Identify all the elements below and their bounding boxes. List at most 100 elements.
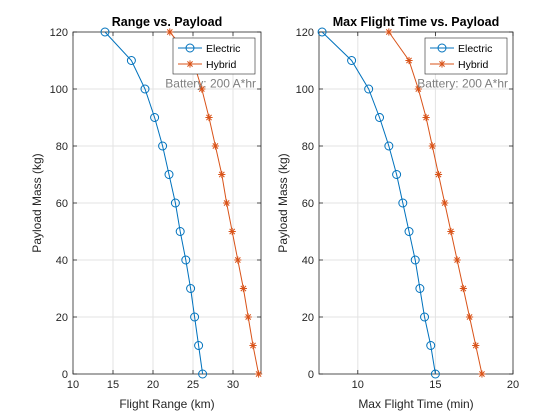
x-tick-label: 20: [507, 379, 519, 391]
data-point-asterisk: [472, 341, 480, 350]
y-axis-label: Payload Mass (kg): [30, 153, 44, 252]
data-point-circle: [410, 255, 420, 265]
legend-box: [424, 37, 508, 75]
chart-title: Range vs. Payload: [112, 15, 222, 29]
y-tick-label: 0: [308, 369, 314, 381]
data-point-asterisk: [385, 28, 393, 36]
battery-annotation: Battery: 200 A*hr: [165, 76, 256, 90]
data-point-circle: [347, 56, 357, 65]
data-point-asterisk: [244, 313, 252, 321]
chart-title: Max Flight Time vs. Payload: [333, 15, 500, 29]
data-point-circle: [140, 84, 150, 94]
legend-box: [172, 37, 256, 75]
data-point-asterisk: [234, 256, 242, 264]
data-point-circle: [426, 341, 436, 350]
data-point-circle: [181, 255, 191, 265]
data-point-asterisk: [239, 284, 247, 293]
legend-entry-electric: Electric: [178, 43, 240, 55]
data-point-asterisk: [453, 256, 461, 264]
data-point-circle: [158, 141, 168, 151]
legend-label: Hybrid: [206, 59, 237, 71]
y-tick-label: 80: [56, 141, 68, 153]
chart-panel-2: 10 15 20 0 20 40 60 80 100 120 Max Flight Time vs.…: [276, 15, 519, 411]
x-axis-label: Flight Range (km): [119, 397, 214, 411]
y-tick-label: 40: [56, 255, 68, 267]
data-point-asterisk: [223, 199, 231, 207]
y-tick-label: 60: [56, 198, 68, 210]
data-point-circle: [375, 113, 385, 122]
y-tick-label: 40: [302, 255, 314, 267]
data-point-asterisk: [441, 199, 449, 207]
y-tick-label: 100: [50, 84, 68, 96]
x-axis-label: Max Flight Time (min): [358, 397, 473, 411]
series-hybrid: [385, 28, 486, 378]
chart-panel-1: 10 15 20 25 30 0 20 40 60 80 100 120 Range vs. Paylo…: [30, 15, 263, 411]
x-tick-label: 30: [227, 379, 239, 391]
data-point-circle: [430, 369, 440, 379]
battery-annotation: Battery: 200 A*hr: [417, 76, 508, 90]
x-tick-label: 10: [67, 379, 79, 391]
legend-entry-hybrid: Hybrid: [178, 59, 237, 71]
y-tick-label: 120: [50, 27, 68, 39]
data-point-asterisk: [205, 113, 213, 122]
x-tick-label: 20: [147, 379, 159, 391]
data-point-asterisk: [459, 284, 467, 293]
legend: Electric Hybrid: [424, 37, 508, 75]
data-point-circle: [100, 27, 110, 37]
series-line: [321, 31, 436, 375]
data-point-circle: [175, 227, 185, 236]
data-point-asterisk: [478, 370, 486, 378]
series-electric: [100, 27, 208, 379]
data-point-asterisk: [414, 85, 422, 93]
data-point-asterisk: [166, 28, 174, 36]
data-point-circle: [437, 43, 447, 53]
series-electric: [317, 27, 440, 379]
x-tick-label: 10: [352, 379, 364, 391]
x-tick-label: 15: [107, 379, 119, 391]
series-line: [104, 31, 204, 375]
y-tick-label: 100: [296, 84, 314, 96]
data-point-asterisk: [218, 170, 226, 179]
y-axis-label: Payload Mass (kg): [276, 153, 290, 252]
legend-label: Electric: [458, 43, 492, 55]
data-point-circle: [398, 198, 408, 208]
data-point-circle: [186, 284, 196, 293]
data-point-circle: [392, 170, 402, 179]
data-point-circle: [415, 284, 425, 293]
data-point-asterisk: [255, 370, 263, 378]
data-point-circle: [150, 113, 160, 122]
data-point-circle: [185, 43, 195, 53]
y-tick-label: 60: [302, 198, 314, 210]
data-point-asterisk: [228, 227, 236, 236]
y-tick-label: 120: [296, 27, 314, 39]
data-point-circle: [190, 312, 200, 322]
data-point-circle: [198, 369, 208, 379]
data-point-asterisk: [422, 113, 430, 122]
data-point-circle: [164, 170, 174, 179]
data-point-circle: [384, 141, 394, 151]
data-point-asterisk: [405, 56, 413, 65]
data-point-asterisk: [428, 142, 436, 150]
legend-entry-hybrid: Hybrid: [430, 59, 489, 71]
data-point-circle: [194, 341, 204, 350]
legend-entry-electric: Electric: [430, 43, 492, 55]
data-point-asterisk: [465, 313, 474, 321]
data-point-circle: [126, 56, 136, 65]
data-point-asterisk: [447, 227, 455, 236]
y-tick-label: 0: [62, 369, 68, 381]
y-tick-label: 20: [56, 312, 68, 324]
data-point-asterisk: [434, 170, 443, 179]
legend: Electric Hybrid: [172, 37, 256, 75]
data-point-circle: [364, 84, 374, 94]
legend-label: Electric: [206, 43, 240, 55]
data-point-circle: [170, 198, 180, 208]
x-tick-label: 25: [187, 379, 199, 391]
data-point-asterisk: [198, 85, 206, 93]
y-tick-label: 80: [302, 141, 314, 153]
legend-label: Hybrid: [458, 59, 489, 71]
data-point-asterisk: [211, 142, 219, 150]
data-point-asterisk: [438, 60, 446, 68]
y-tick-label: 20: [302, 312, 314, 324]
data-point-asterisk: [249, 341, 257, 350]
